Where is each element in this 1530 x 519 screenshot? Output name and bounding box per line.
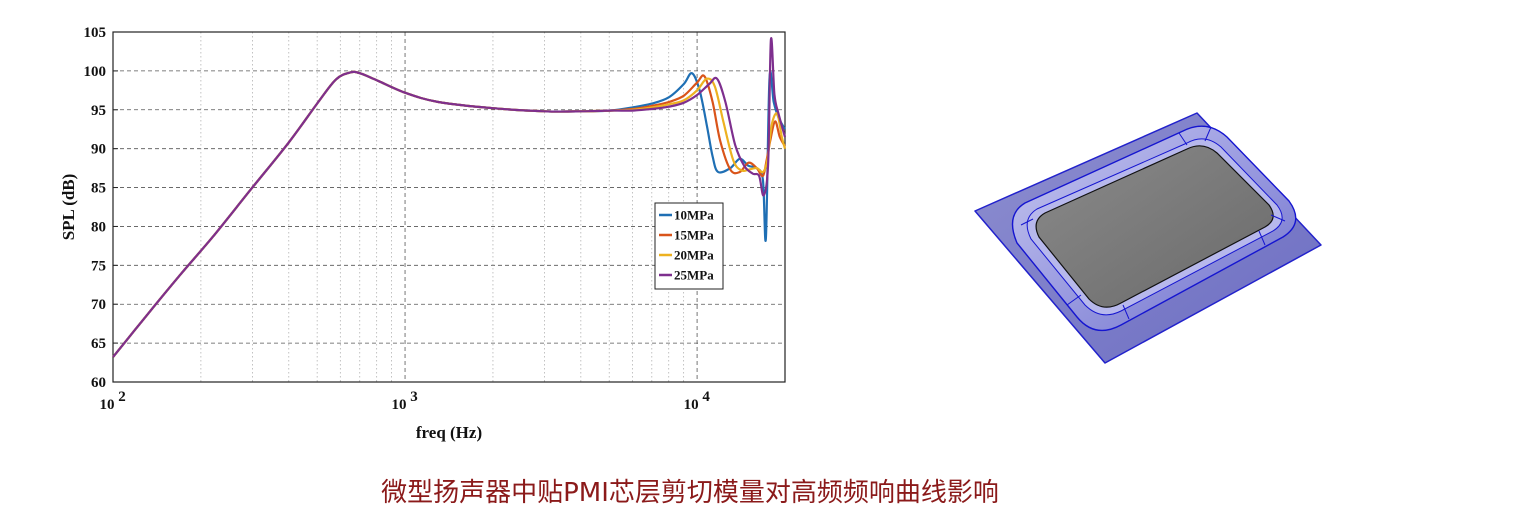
y-tick-labels: 60 65 70 75 80 85 90 95 100 105 xyxy=(84,25,118,391)
y-tick-label: 75 xyxy=(91,258,106,274)
y-axis-label: SPL (dB) xyxy=(59,174,78,241)
ring-seam xyxy=(1270,214,1286,222)
x-tick-label: 10 xyxy=(100,397,115,413)
ring-seam xyxy=(1204,126,1212,142)
legend-entry-label: 10MPa xyxy=(674,208,714,223)
series-lines xyxy=(112,37,787,358)
plot-frame xyxy=(112,31,786,383)
y-tick-label: 70 xyxy=(91,297,106,313)
legend-entry-label: 20MPa xyxy=(674,248,714,263)
legend: 10MPa 15MPa 20MPa 25MPa xyxy=(654,202,724,290)
y-tick-label: 105 xyxy=(84,25,107,41)
chart-grid xyxy=(113,32,785,382)
legend-entry-label: 25MPa xyxy=(674,268,714,283)
x-axis-label: freq (Hz) xyxy=(416,423,482,442)
ring-seam xyxy=(1258,230,1266,246)
y-tick-label: 95 xyxy=(91,103,106,119)
legend-entry-label: 15MPa xyxy=(674,228,714,243)
x-tick-exponent: 4 xyxy=(702,389,710,405)
y-tick-label: 65 xyxy=(91,336,106,352)
speaker-diaphragm-illustration xyxy=(974,112,1322,364)
x-tick-exponent: 3 xyxy=(410,389,418,405)
pmi-core-panel xyxy=(1035,145,1274,308)
series-line-25MPa xyxy=(112,37,787,358)
x-tick-labels: 10 2 10 3 10 4 xyxy=(100,389,711,413)
ring-seam xyxy=(1122,304,1130,320)
x-tick-exponent: 2 xyxy=(118,389,126,405)
x-tick-label: 10 xyxy=(684,397,699,413)
x-tick-label: 10 xyxy=(392,397,407,413)
y-tick-label: 60 xyxy=(91,375,106,391)
y-tick-label: 100 xyxy=(84,64,107,80)
y-tick-label: 80 xyxy=(91,219,106,235)
ring-seam xyxy=(1178,132,1188,146)
figure-caption: 微型扬声器中贴PMI芯层剪切模量对高频频响曲线影响 xyxy=(381,478,999,508)
y-tick-label: 85 xyxy=(91,181,106,197)
y-tick-label: 90 xyxy=(91,142,106,158)
ring-seam xyxy=(1020,218,1034,226)
ring-seam xyxy=(1066,294,1082,306)
